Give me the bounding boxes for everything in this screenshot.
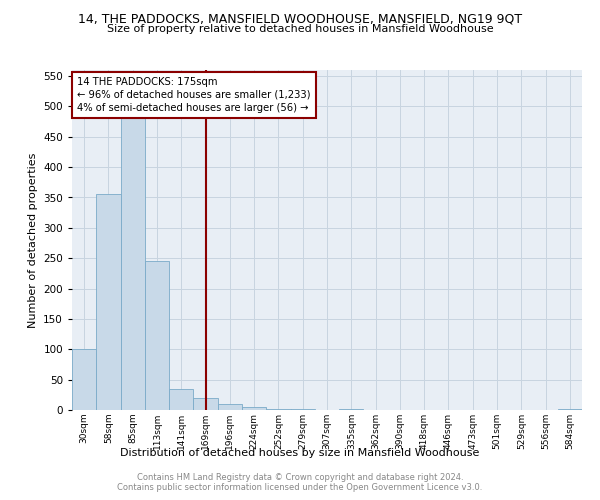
Bar [193, 398, 218, 410]
Text: 14, THE PADDOCKS, MANSFIELD WOODHOUSE, MANSFIELD, NG19 9QT: 14, THE PADDOCKS, MANSFIELD WOODHOUSE, M… [78, 12, 522, 26]
Bar [121, 106, 145, 410]
Text: Contains public sector information licensed under the Open Government Licence v3: Contains public sector information licen… [118, 483, 482, 492]
Bar [169, 389, 193, 410]
Y-axis label: Number of detached properties: Number of detached properties [28, 152, 38, 328]
Bar [242, 407, 266, 410]
Text: Distribution of detached houses by size in Mansfield Woodhouse: Distribution of detached houses by size … [121, 448, 479, 458]
Bar [218, 404, 242, 410]
Bar [145, 261, 169, 410]
Text: 14 THE PADDOCKS: 175sqm
← 96% of detached houses are smaller (1,233)
4% of semi-: 14 THE PADDOCKS: 175sqm ← 96% of detache… [77, 77, 311, 113]
Text: Size of property relative to detached houses in Mansfield Woodhouse: Size of property relative to detached ho… [107, 24, 493, 34]
Text: Contains HM Land Registry data © Crown copyright and database right 2024.: Contains HM Land Registry data © Crown c… [137, 473, 463, 482]
Bar [72, 350, 96, 410]
Bar [96, 194, 121, 410]
